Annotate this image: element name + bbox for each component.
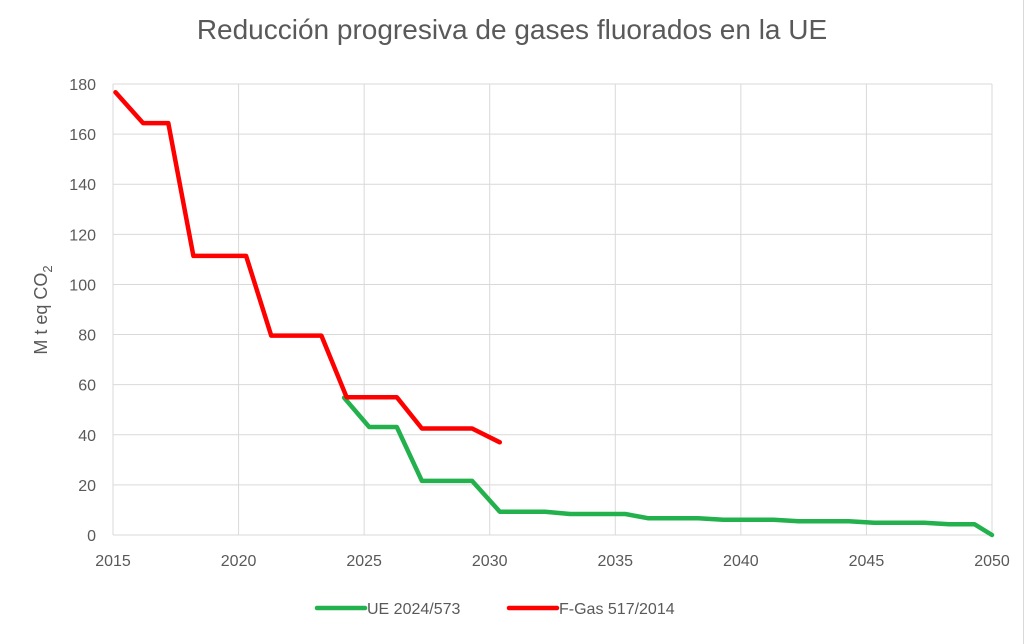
x-tick-label: 2045 <box>849 553 885 570</box>
y-axis-label: M t eq CO2 <box>31 265 55 354</box>
x-tick-label: 2050 <box>974 553 1010 570</box>
series-layer <box>113 90 995 538</box>
y-tick-label: 140 <box>69 177 96 194</box>
x-tick-label: 2040 <box>723 553 759 570</box>
legend-item: F-Gas 517/2014 <box>506 601 675 618</box>
grid-layer <box>112 83 993 536</box>
y-tick-label: 100 <box>69 277 96 294</box>
series-line-f-gas-517-2014 <box>113 90 503 445</box>
x-tick-label: 2030 <box>472 553 508 570</box>
y-tick-label: 40 <box>78 428 96 445</box>
y-tick-label: 180 <box>69 77 96 94</box>
x-tick-label: 2025 <box>346 553 382 570</box>
legend-label: UE 2024/573 <box>367 601 461 618</box>
y-tick-label: 120 <box>69 227 96 244</box>
y-tick-label: 80 <box>78 328 96 345</box>
y-tick-label: 0 <box>87 528 96 545</box>
x-tick-label: 2035 <box>597 553 633 570</box>
legend: UE 2024/573 F-Gas 517/2014 <box>314 601 675 618</box>
series-line-ue-2024-573 <box>341 395 995 538</box>
chart-title: Reducción progresiva de gases fluorados … <box>196 14 828 45</box>
y-tick-label: 60 <box>78 378 96 395</box>
x-tick-label: 2015 <box>95 553 131 570</box>
legend-label: F-Gas 517/2014 <box>559 601 675 618</box>
y-tick-label: 160 <box>69 127 96 144</box>
legend-item: UE 2024/573 <box>314 601 461 618</box>
x-tick-label: 2020 <box>221 553 257 570</box>
y-tick-label: 20 <box>78 478 96 495</box>
